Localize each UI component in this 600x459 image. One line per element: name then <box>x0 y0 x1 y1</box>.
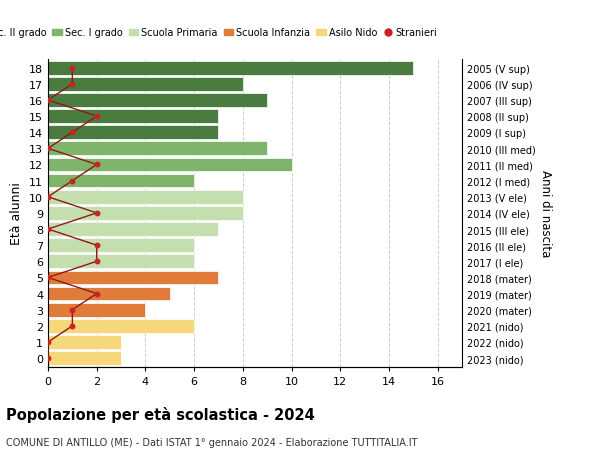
Bar <box>48 62 413 75</box>
Point <box>43 355 53 362</box>
Point <box>68 129 77 137</box>
Bar <box>48 271 218 285</box>
Bar <box>48 78 243 91</box>
Bar <box>48 110 218 123</box>
Bar <box>48 126 218 140</box>
Bar <box>48 336 121 349</box>
Bar <box>48 303 145 317</box>
Point <box>92 162 101 169</box>
Bar <box>48 223 218 236</box>
Text: COMUNE DI ANTILLO (ME) - Dati ISTAT 1° gennaio 2024 - Elaborazione TUTTITALIA.IT: COMUNE DI ANTILLO (ME) - Dati ISTAT 1° g… <box>6 437 418 447</box>
Y-axis label: Anni di nascita: Anni di nascita <box>539 170 552 257</box>
Bar <box>48 174 194 188</box>
Bar <box>48 142 267 156</box>
Bar <box>48 255 194 269</box>
Point <box>68 178 77 185</box>
Text: Popolazione per età scolastica - 2024: Popolazione per età scolastica - 2024 <box>6 406 315 422</box>
Point <box>92 258 101 265</box>
Bar <box>48 287 170 301</box>
Point <box>68 323 77 330</box>
Point <box>43 146 53 153</box>
Point <box>43 274 53 281</box>
Point <box>68 65 77 72</box>
Point <box>68 306 77 313</box>
Bar <box>48 158 292 172</box>
Bar <box>48 207 243 220</box>
Y-axis label: Età alunni: Età alunni <box>10 182 23 245</box>
Point <box>43 339 53 346</box>
Point <box>43 97 53 104</box>
Point <box>68 81 77 88</box>
Bar <box>48 319 194 333</box>
Point <box>92 290 101 297</box>
Bar <box>48 94 267 107</box>
Point <box>43 226 53 233</box>
Point <box>43 194 53 201</box>
Bar <box>48 352 121 365</box>
Point <box>92 113 101 121</box>
Point <box>92 242 101 249</box>
Point <box>92 210 101 217</box>
Bar <box>48 190 243 204</box>
Bar <box>48 239 194 252</box>
Legend: Sec. II grado, Sec. I grado, Scuola Primaria, Scuola Infanzia, Asilo Nido, Stran: Sec. II grado, Sec. I grado, Scuola Prim… <box>0 24 441 42</box>
